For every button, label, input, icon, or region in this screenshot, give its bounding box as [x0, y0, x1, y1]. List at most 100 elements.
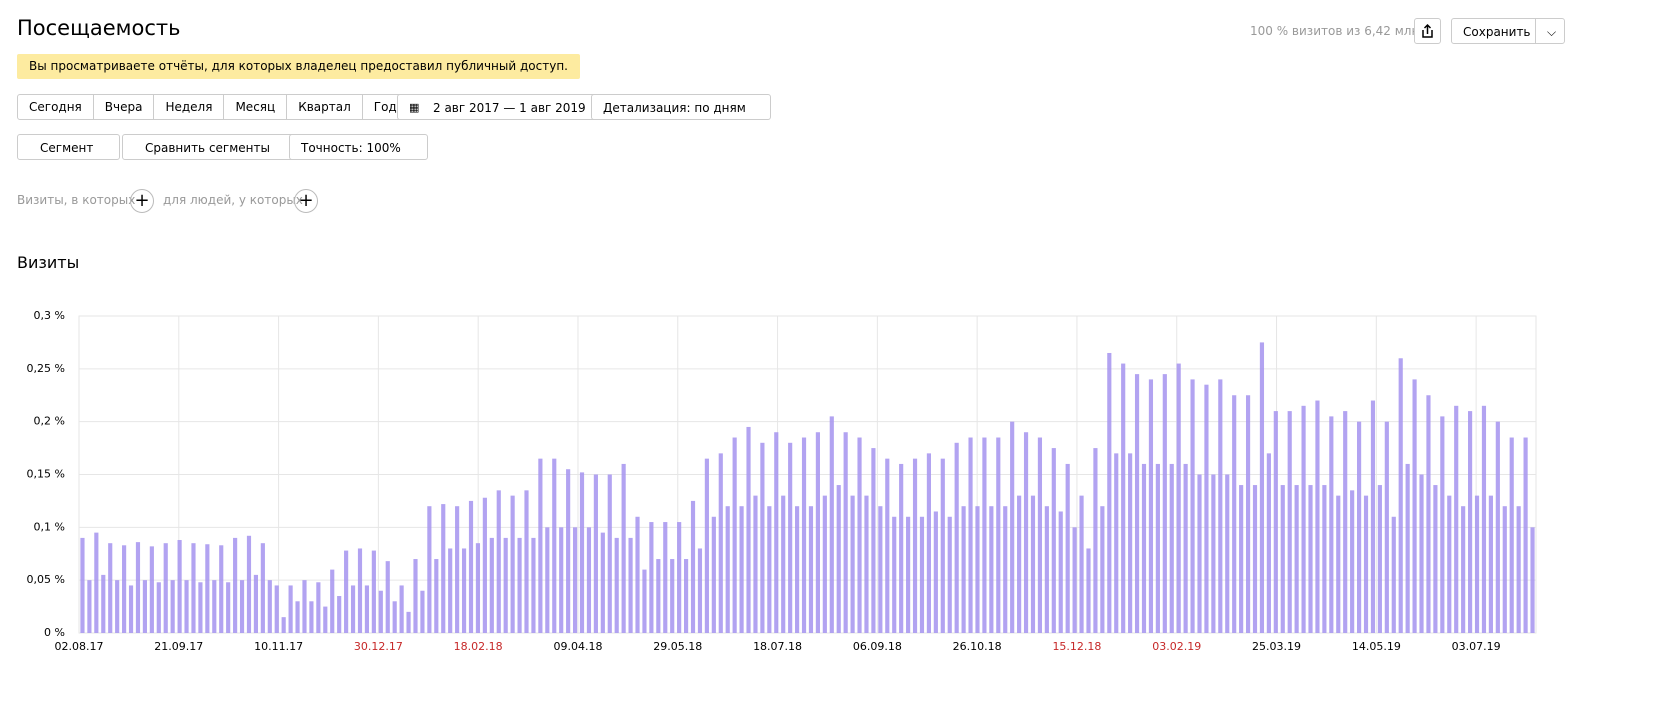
- bar: [593, 474, 598, 633]
- x-tick-label: 02.08.17: [55, 640, 104, 653]
- add-filter[interactable]: +: [294, 189, 318, 213]
- bar: [1051, 448, 1056, 633]
- bar: [996, 437, 1001, 633]
- bar: [1447, 495, 1452, 633]
- period-button[interactable]: Месяц: [224, 95, 288, 119]
- period-button[interactable]: Квартал: [287, 95, 363, 119]
- x-tick-label: 29.05.18: [653, 640, 702, 653]
- bar: [1155, 463, 1160, 633]
- y-tick-label: 0,3 %: [34, 309, 65, 322]
- bar: [864, 495, 869, 633]
- bar: [788, 442, 793, 633]
- bar: [1419, 474, 1424, 633]
- segment-button[interactable]: Сегмент: [17, 134, 121, 160]
- save-button[interactable]: Сохранить: [1451, 18, 1536, 44]
- date-range[interactable]: 2 авг 2017 — 1 авг 2019: [397, 94, 598, 120]
- bar: [1454, 405, 1459, 633]
- x-tick-label: 03.02.19: [1152, 640, 1201, 653]
- bar: [177, 540, 182, 633]
- bar: [135, 542, 141, 633]
- bar: [975, 506, 980, 633]
- bar: [1468, 411, 1473, 633]
- bar: [1461, 506, 1466, 633]
- bar: [1169, 463, 1174, 633]
- bar: [1363, 495, 1369, 633]
- bar: [1093, 448, 1098, 633]
- bar: [989, 506, 994, 633]
- bar: [822, 495, 827, 633]
- bar: [142, 580, 147, 633]
- period-button[interactable]: Сегодня: [18, 95, 94, 119]
- bar: [933, 511, 938, 633]
- bar: [1426, 395, 1431, 633]
- bar: [427, 506, 432, 633]
- bar: [1280, 485, 1285, 633]
- bar: [246, 535, 252, 633]
- bar: [767, 506, 772, 633]
- accuracy-select[interactable]: Точность: 100%: [289, 134, 428, 160]
- bar: [1023, 432, 1029, 633]
- detail-select[interactable]: Детализация: по дням: [591, 94, 771, 120]
- bar: [919, 516, 925, 633]
- bar: [1523, 437, 1528, 633]
- add-filter[interactable]: +: [130, 189, 154, 213]
- bar: [239, 580, 245, 633]
- bar: [184, 580, 189, 633]
- x-tick-label: 06.09.18: [853, 640, 902, 653]
- bar: [316, 582, 321, 633]
- bar: [524, 490, 529, 633]
- bar: [781, 495, 786, 633]
- bar: [128, 585, 134, 633]
- bar: [1211, 474, 1216, 633]
- bar: [1405, 463, 1410, 633]
- bar: [704, 458, 709, 633]
- bar: [413, 559, 418, 633]
- period-button[interactable]: Неделя: [154, 95, 225, 119]
- save-menu[interactable]: ⌵: [1535, 18, 1565, 44]
- bar: [545, 527, 550, 633]
- bar: [1398, 358, 1403, 633]
- bar: [1322, 485, 1327, 633]
- bar: [226, 582, 231, 633]
- compare-button[interactable]: Сравнить сегменты: [122, 134, 297, 160]
- x-tick-label: 26.10.18: [953, 640, 1002, 653]
- bar: [87, 580, 92, 633]
- bar: [212, 580, 217, 633]
- bar: [1350, 490, 1355, 633]
- bar: [281, 617, 286, 633]
- bar: [559, 527, 564, 633]
- bar: [489, 537, 494, 633]
- bar: [1391, 516, 1396, 633]
- bar: [295, 601, 300, 633]
- bar: [344, 550, 349, 633]
- bar: [253, 574, 259, 633]
- bar: [406, 611, 411, 633]
- bar: [808, 506, 814, 633]
- bar: [635, 516, 640, 633]
- x-tick-label: 18.02.18: [454, 640, 503, 653]
- bar: [795, 506, 800, 633]
- bar: [1134, 374, 1140, 633]
- bar: [572, 527, 578, 633]
- bar: [677, 522, 682, 633]
- bar: [198, 582, 203, 633]
- bar: [1141, 463, 1147, 633]
- bar: [156, 582, 161, 633]
- bar: [586, 527, 592, 633]
- bar: [1530, 527, 1535, 633]
- bar: [1245, 395, 1251, 633]
- bar: [600, 532, 605, 633]
- bar: [330, 569, 335, 633]
- period-button[interactable]: Вчера: [94, 95, 155, 119]
- bar: [642, 569, 647, 633]
- period-button[interactable]: Год: [373, 100, 397, 114]
- bar: [1336, 495, 1341, 633]
- bar: [538, 458, 543, 633]
- bar: [912, 458, 918, 633]
- bar: [774, 432, 779, 633]
- bar: [614, 537, 619, 633]
- share-button[interactable]: [1414, 18, 1441, 44]
- bar: [1017, 495, 1022, 633]
- bar: [503, 537, 508, 633]
- bar: [1502, 506, 1507, 633]
